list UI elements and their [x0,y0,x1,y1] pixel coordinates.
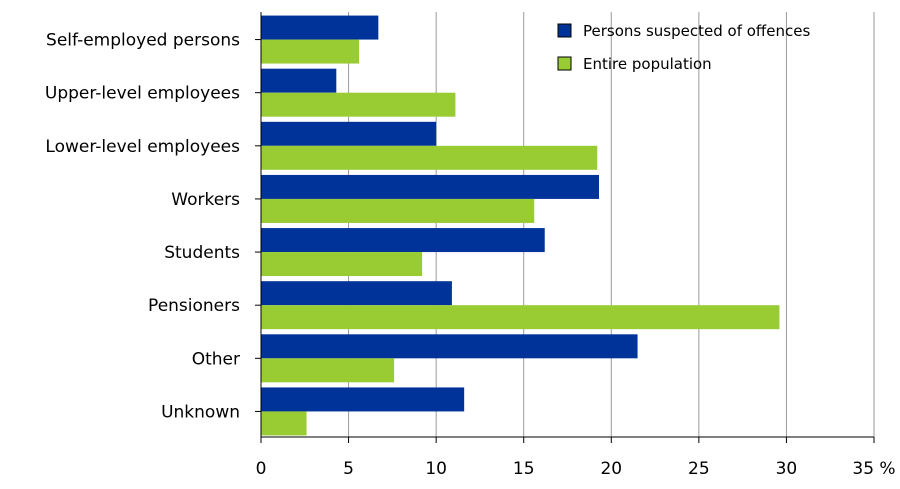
bar-persons-suspected [261,68,337,93]
legend: Persons suspected of offences Entire popu… [557,22,810,73]
x-tick-label: 25 [688,459,710,479]
x-tick-label: 35 % [852,459,895,479]
bar-entire-population [261,252,423,277]
category-label: Upper-level employees [45,84,240,104]
bar-persons-suspected [261,387,465,412]
legend-swatch [557,23,572,38]
category-label: Lower-level employees [45,137,240,157]
bar-persons-suspected [261,281,452,306]
x-tick-label: 10 [425,459,447,479]
x-tick-label: 15 [513,459,535,479]
axes [255,12,875,443]
bar-entire-population [261,145,598,170]
bar-entire-population [261,305,780,330]
category-labels: Self-employed persons Upper-level employe… [45,31,240,423]
bar-entire-population [261,198,535,223]
bar-entire-population [261,358,395,383]
bar-persons-suspected [261,228,545,253]
gridlines [348,12,875,437]
x-tick-label: 5 [343,459,354,479]
bar-persons-suspected [261,174,600,199]
category-label: Unknown [161,402,240,422]
category-label: Other [192,349,240,369]
bar-entire-population [261,92,456,117]
bar-persons-suspected [261,334,638,359]
category-label: Students [164,243,240,263]
x-tick-label: 0 [256,459,267,479]
bars [261,15,780,436]
x-tick-label: 20 [600,459,622,479]
legend-label: Persons suspected of offences [583,22,810,40]
x-tick-labels: 0 5 10 15 20 25 30 35 % [256,459,896,479]
x-tick-label: 30 [776,459,798,479]
bar-persons-suspected [261,121,437,146]
legend-swatch [557,56,572,71]
category-label: Self-employed persons [46,31,240,51]
bar-entire-population [261,411,307,436]
category-label: Pensioners [148,296,240,316]
legend-label: Entire population [583,55,712,73]
bar-persons-suspected [261,15,379,40]
category-label: Workers [171,190,240,210]
bar-entire-population [261,39,360,64]
